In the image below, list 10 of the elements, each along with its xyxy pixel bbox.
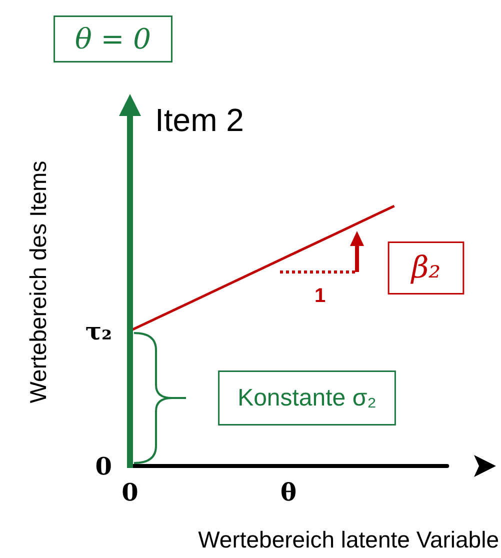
annotation: τ₂ <box>85 316 112 346</box>
annotation: β₂ <box>410 250 441 286</box>
annotation: Konstante σ₂ <box>238 384 376 412</box>
text: Item 2 <box>155 102 244 138</box>
annotation: 1 <box>314 285 326 307</box>
y-axis-title: Wertebereich des Items <box>25 160 51 404</box>
x-axis-title: Wertebereich latente Variable <box>198 526 500 552</box>
text: θ = 0 <box>75 22 151 56</box>
x-tick-label: θ <box>280 478 297 506</box>
text: 0 <box>95 452 112 480</box>
